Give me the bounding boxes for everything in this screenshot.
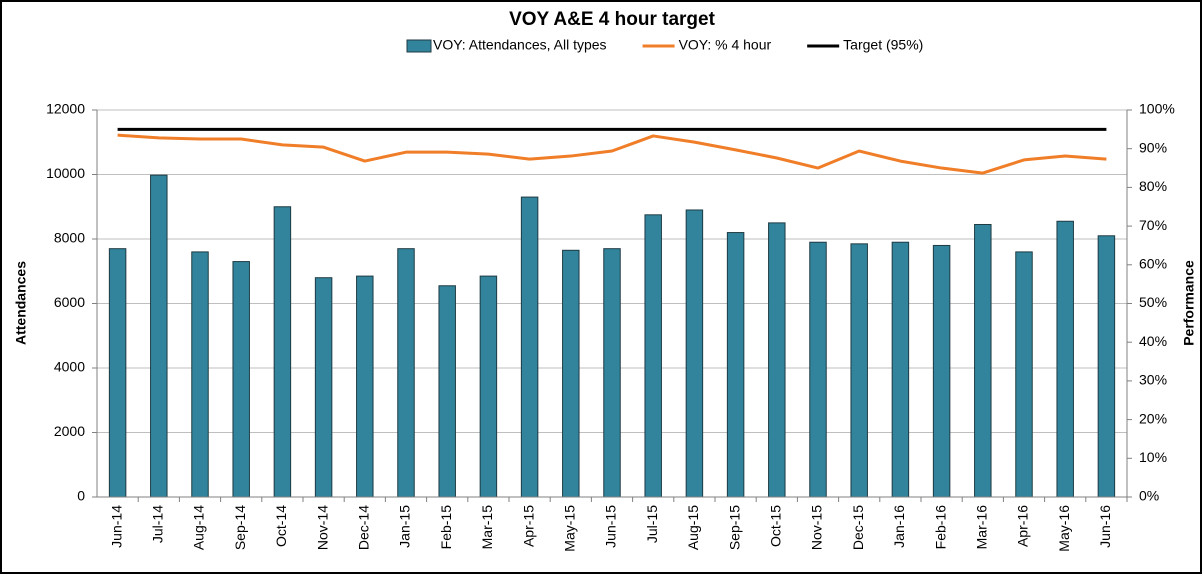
x-tick-label: Jul-14 — [150, 505, 166, 543]
line-series — [117, 133, 1107, 175]
bar — [438, 285, 456, 498]
bar — [150, 174, 168, 498]
y-tick-label: 8000 — [54, 230, 85, 246]
y2-tick-label: 30% — [1139, 372, 1167, 388]
x-tick-label: May-16 — [1056, 505, 1072, 552]
bar — [644, 214, 662, 498]
x-tick-label: Feb-15 — [438, 505, 454, 550]
bar — [726, 232, 745, 498]
x-tick-label: Nov-15 — [809, 505, 825, 550]
bar — [562, 249, 580, 498]
y2-tick-label: 60% — [1139, 256, 1167, 272]
bar — [520, 196, 539, 498]
bar — [850, 243, 868, 498]
x-tick-label: May-15 — [562, 505, 578, 552]
x-tick-label: Feb-16 — [932, 505, 948, 550]
x-tick-label: Jan-15 — [397, 505, 413, 548]
x-tick-label: Aug-15 — [685, 505, 701, 550]
x-tick-label: Jun-14 — [108, 505, 124, 548]
bar — [974, 223, 992, 498]
y2-tick-label: 80% — [1139, 178, 1167, 194]
x-tick-label: Oct-14 — [273, 505, 289, 547]
chart-title: VOY A&E 4 hour target — [509, 9, 716, 30]
x-tick-label: Jul-15 — [644, 505, 660, 543]
bar — [273, 206, 292, 498]
x-tick-label: Nov-14 — [314, 505, 330, 550]
x-tick-label: Sep-14 — [232, 505, 248, 550]
y2-tick-label: 10% — [1139, 449, 1167, 465]
bar — [891, 241, 910, 498]
x-tick-label: Apr-15 — [520, 505, 536, 547]
y-tick-label: 6000 — [54, 294, 85, 310]
y2-tick-label: 0% — [1139, 488, 1159, 504]
y2-tick-label: 50% — [1139, 294, 1167, 310]
bar — [809, 241, 827, 498]
y-tick-label: 2000 — [54, 423, 85, 439]
bar — [768, 222, 786, 498]
x-tick-label: Oct-15 — [768, 505, 784, 547]
y-tick-label: 4000 — [54, 359, 85, 375]
bar — [479, 275, 498, 498]
bar — [1097, 235, 1116, 498]
bar — [932, 244, 951, 498]
x-tick-label: Apr-16 — [1015, 505, 1031, 547]
y2-tick-label: 100% — [1139, 101, 1175, 117]
bar — [1056, 220, 1074, 498]
x-tick-label: Mar-16 — [974, 505, 990, 550]
x-tick-label: Aug-14 — [191, 505, 207, 550]
bar — [314, 277, 333, 498]
bar — [1015, 251, 1033, 498]
y2-tick-label: 90% — [1139, 139, 1167, 155]
x-tick-label: Sep-15 — [726, 505, 742, 550]
legend-label: VOY: % 4 hour — [679, 37, 772, 53]
bar — [603, 248, 621, 498]
x-tick-label: Mar-15 — [479, 505, 495, 550]
legend-label: VOY: Attendances, All types — [433, 37, 607, 53]
y-axis-title: Attendances — [13, 261, 29, 345]
x-tick-label: Dec-15 — [850, 505, 866, 550]
bar — [232, 261, 250, 498]
bar — [685, 209, 704, 498]
y2-tick-label: 20% — [1139, 410, 1167, 426]
bar — [108, 248, 127, 498]
y2-axis-title: Performance — [1181, 260, 1197, 346]
y2-tick-label: 70% — [1139, 217, 1167, 233]
y2-tick-label: 40% — [1139, 333, 1167, 349]
bar — [397, 248, 415, 498]
legend-swatch — [406, 39, 432, 53]
y-tick-label: 10000 — [46, 165, 85, 181]
x-tick-label: Jun-15 — [603, 505, 619, 548]
y-tick-label: 12000 — [46, 101, 85, 117]
x-tick-label: Jan-16 — [891, 505, 907, 548]
bar — [356, 275, 374, 498]
y-tick-label: 0 — [77, 488, 85, 504]
bar — [191, 251, 209, 498]
x-tick-label: Jun-16 — [1097, 505, 1113, 548]
legend-label: Target (95%) — [843, 37, 923, 53]
x-tick-label: Dec-14 — [356, 505, 372, 550]
